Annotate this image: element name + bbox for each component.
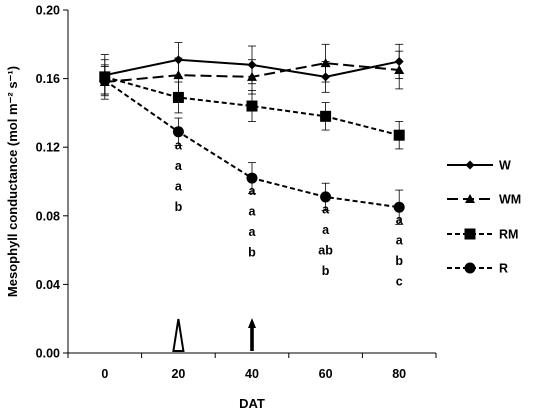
y-tick-label: 0.04: [36, 278, 60, 292]
significance-letter: a: [396, 234, 404, 248]
data-point-R: [246, 172, 258, 184]
series-line-RM: [104, 75, 400, 137]
legend-label-R: R: [499, 262, 508, 276]
significance-letter: b: [175, 200, 183, 214]
open-arrow-marker: [172, 318, 185, 352]
y-tick-label: 0.08: [36, 209, 60, 223]
y-tick-label: 0.00: [36, 347, 60, 361]
significance-letter: a: [396, 213, 404, 227]
significance-letter: a: [249, 184, 257, 198]
data-point-WM: [173, 70, 184, 80]
x-tick-label: 80: [392, 367, 406, 381]
y-tick-label: 0.16: [36, 72, 60, 86]
x-tick-label: 60: [319, 367, 333, 381]
legend-label-WM: WM: [499, 193, 521, 207]
x-tick-label: 40: [245, 367, 259, 381]
legend-marker-WM: [465, 194, 475, 203]
data-point-R: [99, 74, 111, 86]
y-axis-title: Mesophyll conductance (mol m⁻² s⁻¹): [5, 66, 20, 297]
significance-letter: a: [322, 202, 330, 216]
y-tick-label: 0.20: [36, 4, 60, 18]
significance-letter: a: [322, 223, 330, 237]
data-point-RM: [320, 110, 332, 122]
x-tick-label: 20: [171, 367, 185, 381]
significance-letter: b: [322, 264, 330, 278]
significance-letter: b: [248, 245, 256, 259]
significance-letter: a: [249, 204, 257, 218]
filled-arrow-marker: [250, 327, 254, 351]
data-point-R: [172, 126, 184, 138]
data-point-R: [320, 191, 332, 203]
significance-letter: a: [175, 179, 183, 193]
x-tick-label: 0: [101, 367, 108, 381]
data-point-RM: [246, 100, 258, 112]
data-point-WM: [247, 71, 257, 81]
significance-letter: c: [396, 275, 403, 289]
legend-marker-R: [464, 262, 476, 274]
legend-label-W: W: [499, 159, 511, 173]
legend-label-RM: RM: [499, 228, 518, 242]
significance-letter: b: [395, 254, 403, 268]
filled-arrow-marker: [248, 318, 256, 328]
significance-letter: a: [175, 138, 183, 152]
legend-marker-RM: [464, 228, 476, 240]
data-point-R: [393, 201, 405, 213]
data-point-RM: [393, 129, 405, 141]
significance-letter: ab: [318, 243, 333, 257]
significance-letter: a: [175, 159, 183, 173]
data-point-WM: [320, 58, 331, 68]
y-tick-label: 0.12: [36, 141, 60, 155]
legend-marker-W: [465, 160, 475, 170]
significance-letter: a: [249, 225, 257, 239]
data-point-WM: [394, 65, 405, 75]
x-axis-title: DAT: [239, 396, 265, 411]
data-point-RM: [172, 91, 184, 103]
